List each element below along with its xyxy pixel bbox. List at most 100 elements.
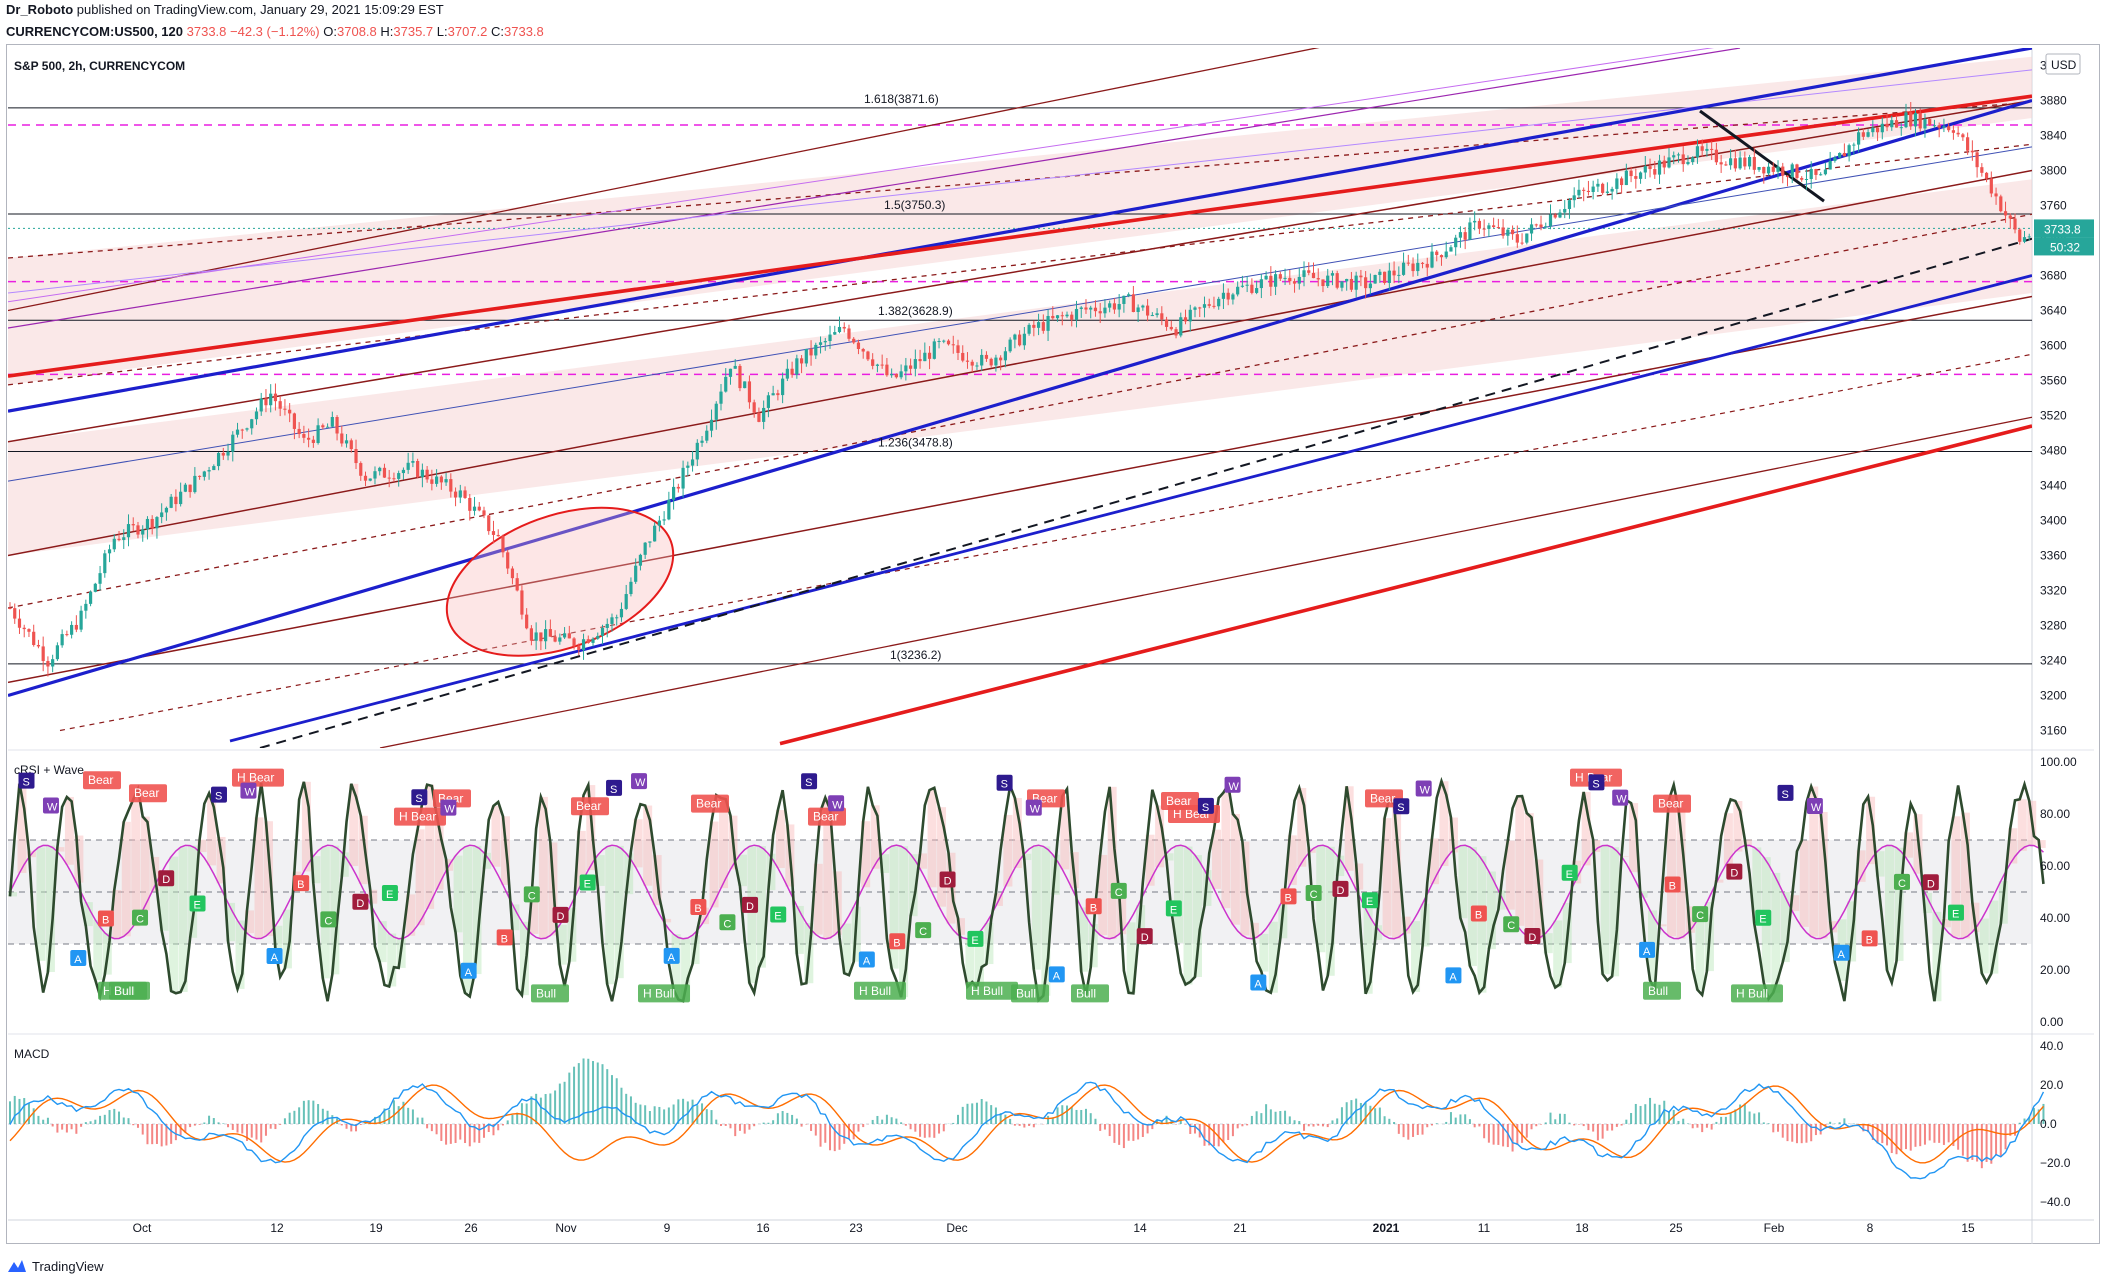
candle-body [1188,309,1192,322]
candle [1255,280,1259,295]
signal-label: Bull [1011,984,1049,1003]
macd-histogram-bar [1274,1111,1277,1124]
fib-level-label: 1.382(3628.9) [878,304,953,318]
candle [335,415,339,441]
rsi-fill-bar [918,853,928,869]
macd-histogram-bar [1710,1124,1713,1130]
candle-body [624,594,628,609]
macd-histogram-bar [833,1124,836,1152]
wave-marker: E [770,906,787,923]
candle [1349,271,1354,292]
candle-body [27,629,31,632]
rsi-fill-bar [1752,847,1762,924]
signal-label-box [691,794,729,813]
rsi-fill-bar [112,890,122,939]
candle [1624,163,1628,186]
candle-body [387,477,391,479]
macd-histogram-bar [32,1108,35,1124]
macd-histogram-bar [1421,1124,1424,1135]
currency-badge[interactable]: USD [2045,53,2081,75]
candle [340,425,344,447]
candle-body [368,478,372,481]
candle-body [1729,158,1733,166]
candle [994,354,998,372]
macd-histogram-bar [701,1103,704,1124]
candle [662,511,666,526]
candle-body [1202,304,1207,308]
candle-body [41,646,45,662]
macd-histogram-bar [203,1122,206,1124]
candle-body [1084,307,1088,310]
macd-histogram-bar [919,1124,922,1137]
candle-body [994,357,998,366]
wave-marker-box [1833,944,1850,961]
candle [1202,296,1207,318]
wave-marker: A [460,962,477,979]
candle [818,336,823,354]
macd-histogram-bar [146,1124,149,1145]
candle [1345,278,1349,291]
macd-histogram-bar [1734,1109,1737,1124]
candle [510,566,515,585]
candle-body [1923,119,1927,129]
candle-body [169,496,173,508]
author-name[interactable]: Dr_Roboto [6,2,74,17]
wave-marker: B [1085,898,1102,915]
candle-body [1435,251,1439,256]
macd-histogram-bar [966,1103,969,1124]
candle-body [1359,275,1363,278]
rsi-fill-bar [1638,891,1648,898]
candle [676,483,680,493]
macd-histogram-bar [1753,1113,1756,1124]
wave-marker-box [1692,906,1709,923]
rsi-fill-bar [1297,787,1307,867]
candle-body [2003,211,2008,216]
wave-marker-letter: W [1420,784,1431,796]
macd-histogram-bar [118,1111,121,1124]
macd-histogram-bar [155,1124,158,1144]
candle [1027,323,1031,336]
candle [852,337,856,345]
candle-body [193,475,197,493]
candle-body [719,391,723,404]
candle [1392,261,1396,284]
candle-body [2022,237,2027,242]
macd-histogram-bar [1682,1118,1685,1124]
candle-body [1776,166,1780,172]
trend-line [8,169,2032,557]
candle-body [1966,137,1970,151]
rsi-fill-bar [889,846,899,969]
wave-marker-letter: A [1643,946,1651,958]
candle-body [1193,307,1197,310]
candle-body [1027,324,1031,334]
candle [1572,187,1576,208]
rsi-fill-bar [1098,854,1108,936]
wave-marker-letter: C [1696,910,1704,922]
candle-body [1553,214,1557,218]
candle-body [1510,229,1515,235]
candle [752,399,756,418]
candle [899,364,903,380]
candle-body [1065,314,1069,317]
macd-histogram-bar [132,1124,135,1126]
candle-body [1316,278,1320,280]
candle [1951,125,1955,140]
macd-histogram-bar [1336,1118,1339,1124]
candle [501,534,505,558]
wave-marker-letter: B [1475,909,1482,921]
macd-histogram-bar [1668,1111,1670,1124]
macd-histogram-bar [644,1105,647,1124]
candle-body [946,340,951,345]
candle [1842,143,1846,157]
candle-body [60,634,64,646]
candle-body [179,491,183,505]
macd-histogram-bar [2032,1108,2035,1124]
candle-body [335,417,339,434]
signal-label: Bull [531,984,569,1003]
candle [1605,182,1609,195]
macd-histogram-bar [217,1122,220,1124]
candle [1601,182,1605,195]
macd-histogram-bar [516,1112,519,1124]
candle-body [904,365,908,372]
